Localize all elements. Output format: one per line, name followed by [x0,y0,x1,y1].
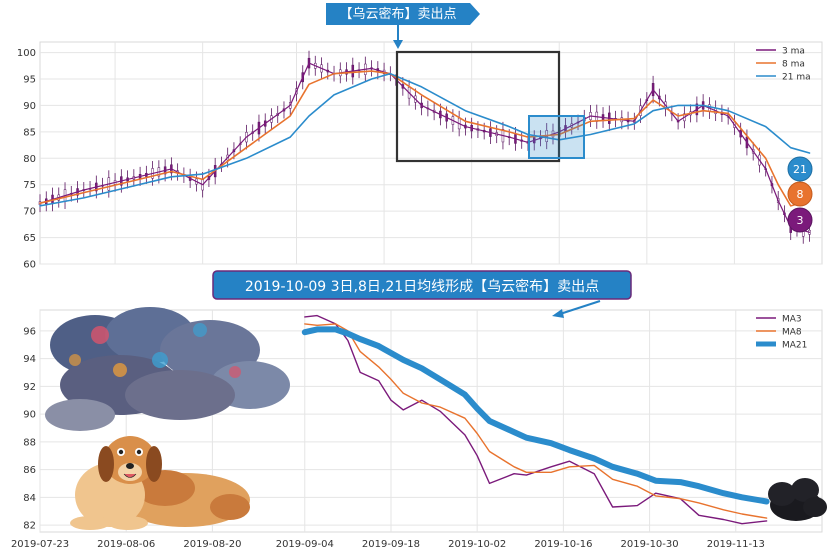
y-tick-label: 94 [23,354,36,365]
y-tick-label: 90 [23,101,36,112]
y-tick-label: 96 [23,326,36,337]
legend-label: 8 ma [782,60,805,70]
legend-label: MA21 [782,341,807,351]
badge-8-label: 8 [797,188,804,201]
badge-8 [787,181,813,207]
y-tick-label: 70 [23,207,36,218]
top-price-panel: 60 65 70 75 80 85 90 95 100 3 ma 8 ma 21 ma [17,41,823,271]
y-tick-label: 100 [17,48,36,59]
x-tick-label: 2019-08-20 [183,539,241,550]
legend-label: 21 ma [782,73,811,83]
mid-banner: 2019-10-09 3日,8日,21日均线形成【乌云密布】卖出点 [212,270,632,318]
top-banner-text: 【乌云密布】卖出点 [339,6,456,22]
cloud-pattern-box [395,50,561,163]
signal-zone-box [528,115,585,159]
dog-illustration [70,436,250,530]
x-tick-label: 2019-11-13 [707,539,765,550]
x-tick-label: 2019-09-18 [362,539,420,550]
y-tick-label: 84 [23,493,36,504]
series-line-21-ma [39,72,811,207]
x-tick-label: 2019-10-16 [534,539,592,550]
x-tick-label: 2019-09-04 [276,539,334,550]
y-tick-label: 88 [23,437,36,448]
storm-cloud-illustration [45,307,290,431]
badge-21-label: 21 [793,163,807,176]
series-line-ma21 [301,326,770,505]
badge-3 [787,207,813,233]
legend-label: MA8 [782,328,802,338]
dark-cloud-illustration [768,478,827,521]
badge-21 [787,156,813,182]
y-tick-label: 65 [23,233,36,244]
y-tick-label: 86 [23,465,36,476]
y-tick-label: 95 [23,75,36,86]
y-tick-label: 85 [23,127,36,138]
y-tick-label: 90 [23,410,36,421]
mid-banner-text: 2019-10-09 3日,8日,21日均线形成【乌云密布】卖出点 [245,278,599,295]
legend-label: 3 ma [782,47,805,57]
y-tick-label: 82 [23,521,36,532]
x-tick-label: 2019-08-06 [97,539,155,550]
y-tick-label: 92 [23,382,36,393]
x-tick-label: 2019-10-02 [448,539,506,550]
ma-badges: 21 8 3 [787,156,813,233]
x-tick-label: 2019-10-30 [621,539,679,550]
top-banner: 【乌云密布】卖出点 [326,3,480,49]
series-line-ma8 [304,323,768,519]
x-tick-label: 2019-07-23 [11,539,69,550]
plot-area [39,41,823,265]
legend-label: MA3 [782,315,802,325]
series-line-8-ma [39,70,811,207]
y-tick-label: 80 [23,154,36,165]
y-tick-label: 75 [23,180,36,191]
y-tick-label: 60 [23,260,36,271]
badge-3-label: 3 [797,214,804,227]
series-line-3-ma [39,62,811,233]
